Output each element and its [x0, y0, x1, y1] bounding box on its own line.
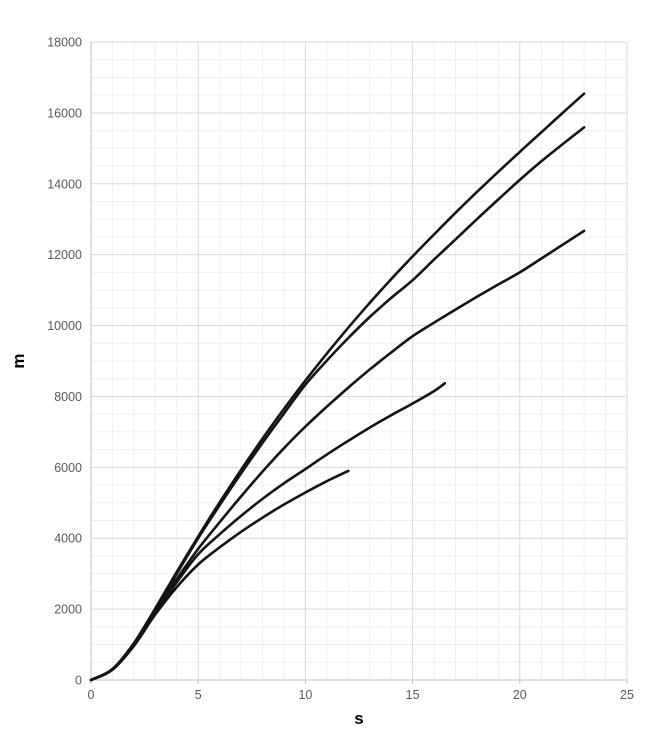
x-axis-title: s — [354, 709, 363, 728]
y-tick-label: 6000 — [54, 461, 82, 475]
y-tick-label: 2000 — [54, 603, 82, 617]
y-tick-label: 0 — [75, 674, 82, 688]
x-tick-label: 0 — [88, 688, 95, 702]
grid-layer — [90, 41, 628, 681]
x-tick-label: 25 — [620, 688, 634, 702]
series-line-5 — [89, 469, 350, 682]
y-tick-label: 16000 — [47, 106, 82, 120]
tick-labels: 0 5 10 15 20 25 0 2000 4000 6000 8000 10000 12000 140… — [47, 36, 634, 703]
y-tick-label: 10000 — [47, 319, 82, 333]
y-tick-label: 4000 — [54, 532, 82, 546]
series-line-4 — [89, 382, 447, 682]
x-tick-label: 5 — [195, 688, 202, 702]
series-line-2 — [89, 126, 586, 682]
x-tick-label: 20 — [513, 688, 527, 702]
y-tick-label: 12000 — [47, 248, 82, 262]
y-tick-label: 8000 — [54, 390, 82, 404]
x-tick-label: 10 — [298, 688, 312, 702]
x-tick-label: 15 — [406, 688, 420, 702]
series-line-3 — [89, 229, 586, 682]
y-axis-title: m — [9, 353, 28, 368]
y-tick-label: 18000 — [47, 36, 82, 50]
y-tick-label: 14000 — [47, 177, 82, 191]
axis-layer — [90, 42, 628, 684]
series-layer — [89, 92, 586, 682]
